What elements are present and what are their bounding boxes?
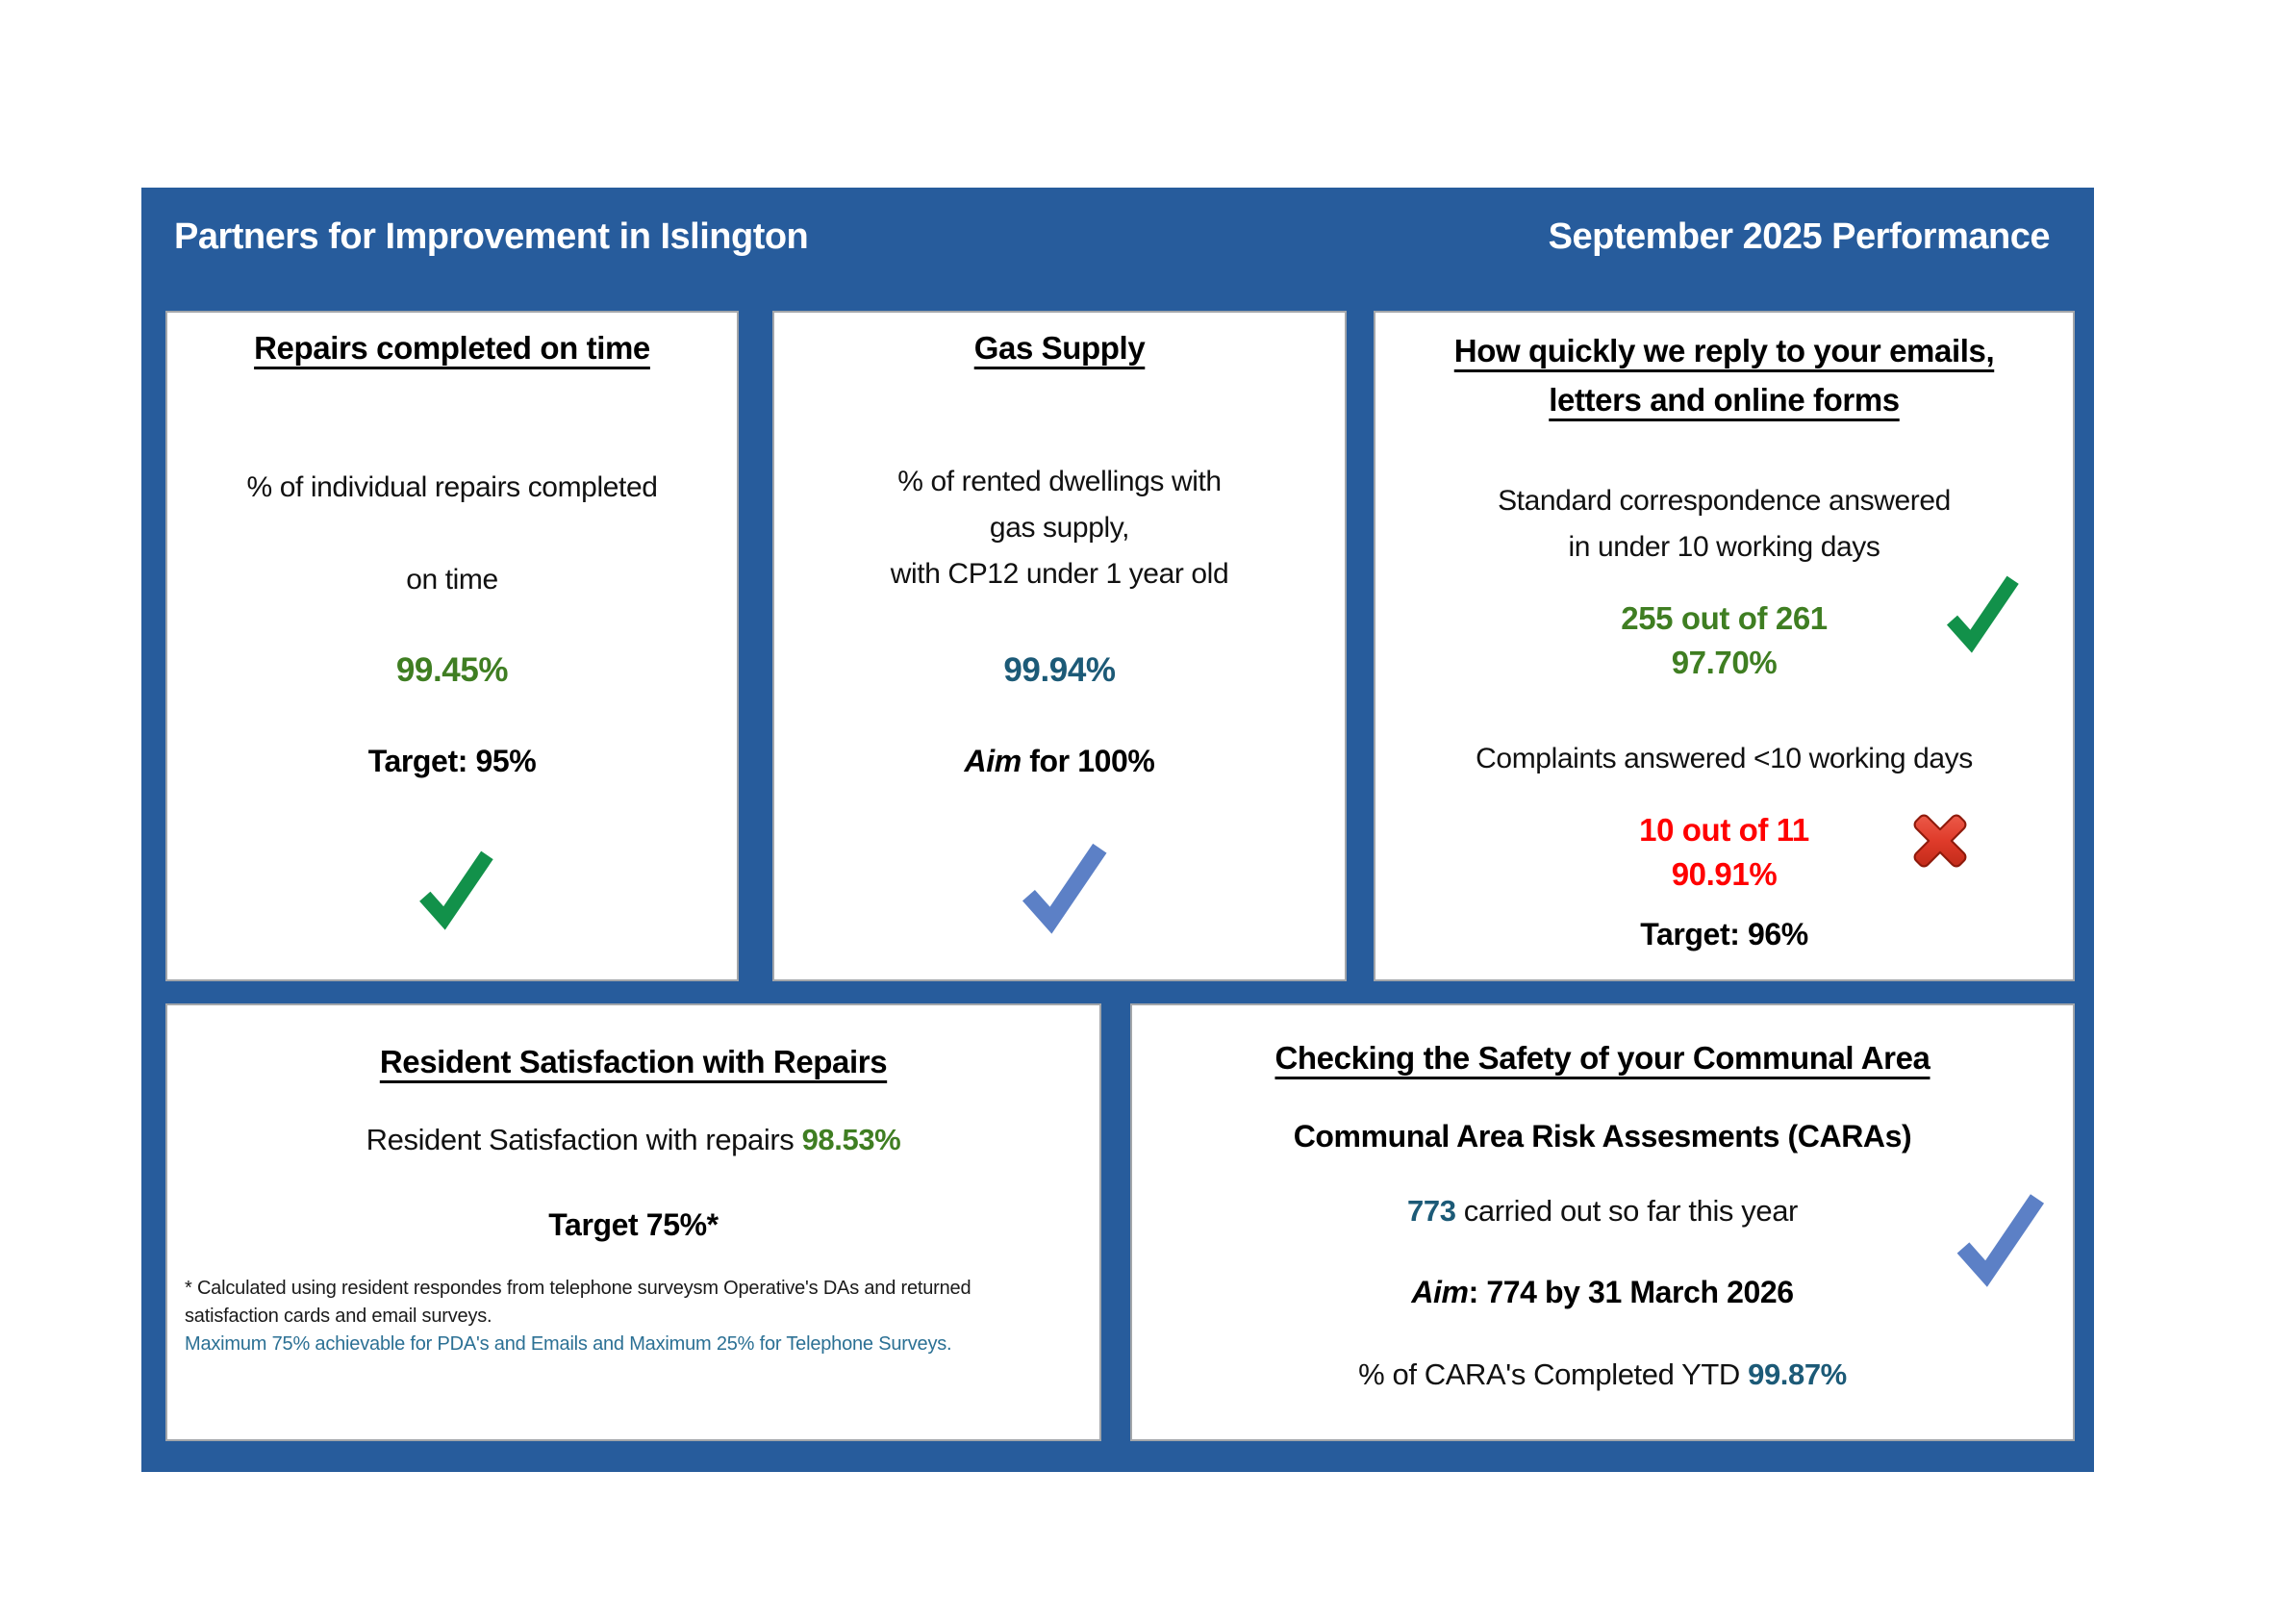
standard-label-line2: in under 10 working days xyxy=(1568,531,1880,563)
card-gas-aim: Aim for 100% xyxy=(774,744,1345,779)
card-gas-body-line2: gas supply, xyxy=(989,512,1130,544)
card-communal-ytd: % of CARA's Completed YTD 99.87% xyxy=(1132,1357,2073,1392)
footnote-line1: * Calculated using resident respondes fr… xyxy=(185,1278,971,1299)
card-gas-body-line1: % of rented dwellings with xyxy=(897,466,1222,497)
card-gas-body-line3: with CP12 under 1 year old xyxy=(890,558,1229,590)
report-period: September 2025 Performance xyxy=(1548,216,2051,257)
satisfaction-stat-value: 98.53% xyxy=(801,1123,901,1156)
card-gas-aim-word: Aim xyxy=(964,744,1022,778)
card-repairs-body-line1: % of individual repairs completed xyxy=(246,471,658,503)
card-correspondence-title-line1: How quickly we reply to your emails, xyxy=(1453,333,1995,368)
card-satisfaction-footnote: * Calculated using resident respondes fr… xyxy=(185,1275,1086,1358)
card-satisfaction: Resident Satisfaction with Repairs Resid… xyxy=(165,1003,1101,1441)
complaints-count: 10 out of 11 xyxy=(1639,812,1809,848)
footnote-line2: satisfaction cards and email surveys. xyxy=(185,1306,492,1327)
report-title: Partners for Improvement in Islington xyxy=(174,216,809,257)
standard-pct: 97.70% xyxy=(1671,645,1778,680)
card-gas-aim-rest: for 100% xyxy=(1021,744,1155,778)
card-satisfaction-target: Target 75%* xyxy=(548,1207,719,1242)
card-repairs-title: Repairs completed on time xyxy=(254,330,650,366)
card-repairs-value: 99.45% xyxy=(395,651,509,689)
card-correspondence-target: Target: 96% xyxy=(1640,917,1808,951)
green-check-icon xyxy=(1946,575,2019,653)
green-check-icon xyxy=(419,850,493,930)
card-gas-title: Gas Supply xyxy=(973,330,1146,366)
card-satisfaction-stat: Resident Satisfaction with repairs 98.53… xyxy=(167,1123,1099,1157)
communal-aim-word: Aim xyxy=(1411,1275,1469,1309)
ytd-value: 99.87% xyxy=(1748,1357,1847,1391)
card-gas: Gas Supply % of rented dwellings with ga… xyxy=(772,311,1347,981)
satisfaction-stat-prefix: Resident Satisfaction with repairs xyxy=(366,1123,802,1156)
card-communal-carried: 773 carried out so far this year xyxy=(1132,1194,2073,1229)
carried-rest: carried out so far this year xyxy=(1455,1194,1799,1228)
card-communal-title: Checking the Safety of your Communal Are… xyxy=(1274,1040,1930,1076)
card-correspondence-title-line2: letters and online forms xyxy=(1549,382,1900,418)
card-repairs-body-line2: on time xyxy=(406,564,498,596)
footnote-line3: Maximum 75% achievable for PDA's and Ema… xyxy=(185,1333,952,1355)
carried-value: 773 xyxy=(1407,1194,1456,1228)
card-communal: Checking the Safety of your Communal Are… xyxy=(1130,1003,2075,1441)
standard-count: 255 out of 261 xyxy=(1621,600,1828,636)
blue-check-icon xyxy=(1022,843,1107,934)
card-correspondence-title: How quickly we reply to your emails, let… xyxy=(1375,326,2073,424)
ytd-prefix: % of CARA's Completed YTD xyxy=(1358,1357,1749,1391)
card-communal-subtitle: Communal Area Risk Assesments (CARAs) xyxy=(1293,1119,1912,1154)
card-gas-value: 99.94% xyxy=(1003,651,1116,689)
report-frame: Partners for Improvement in Islington Se… xyxy=(141,188,2094,1472)
communal-aim-rest: : 774 by 31 March 2026 xyxy=(1468,1275,1794,1309)
card-satisfaction-title: Resident Satisfaction with Repairs xyxy=(379,1044,888,1079)
complaints-label: Complaints answered <10 working days xyxy=(1476,743,1973,774)
red-cross-icon xyxy=(1913,814,1967,868)
card-repairs-target: Target: 95% xyxy=(367,744,537,778)
card-communal-aim: Aim: 774 by 31 March 2026 xyxy=(1132,1275,2073,1310)
card-repairs: Repairs completed on time % of individua… xyxy=(165,311,739,981)
card-gas-body: % of rented dwellings with gas supply, w… xyxy=(774,459,1345,597)
blue-check-icon xyxy=(1956,1194,2045,1287)
complaints-pct: 90.91% xyxy=(1671,856,1778,892)
card-correspondence: How quickly we reply to your emails, let… xyxy=(1374,311,2075,981)
standard-label-line1: Standard correspondence answered xyxy=(1498,485,1951,517)
card-correspondence-standard-label: Standard correspondence answered in unde… xyxy=(1375,478,2073,571)
